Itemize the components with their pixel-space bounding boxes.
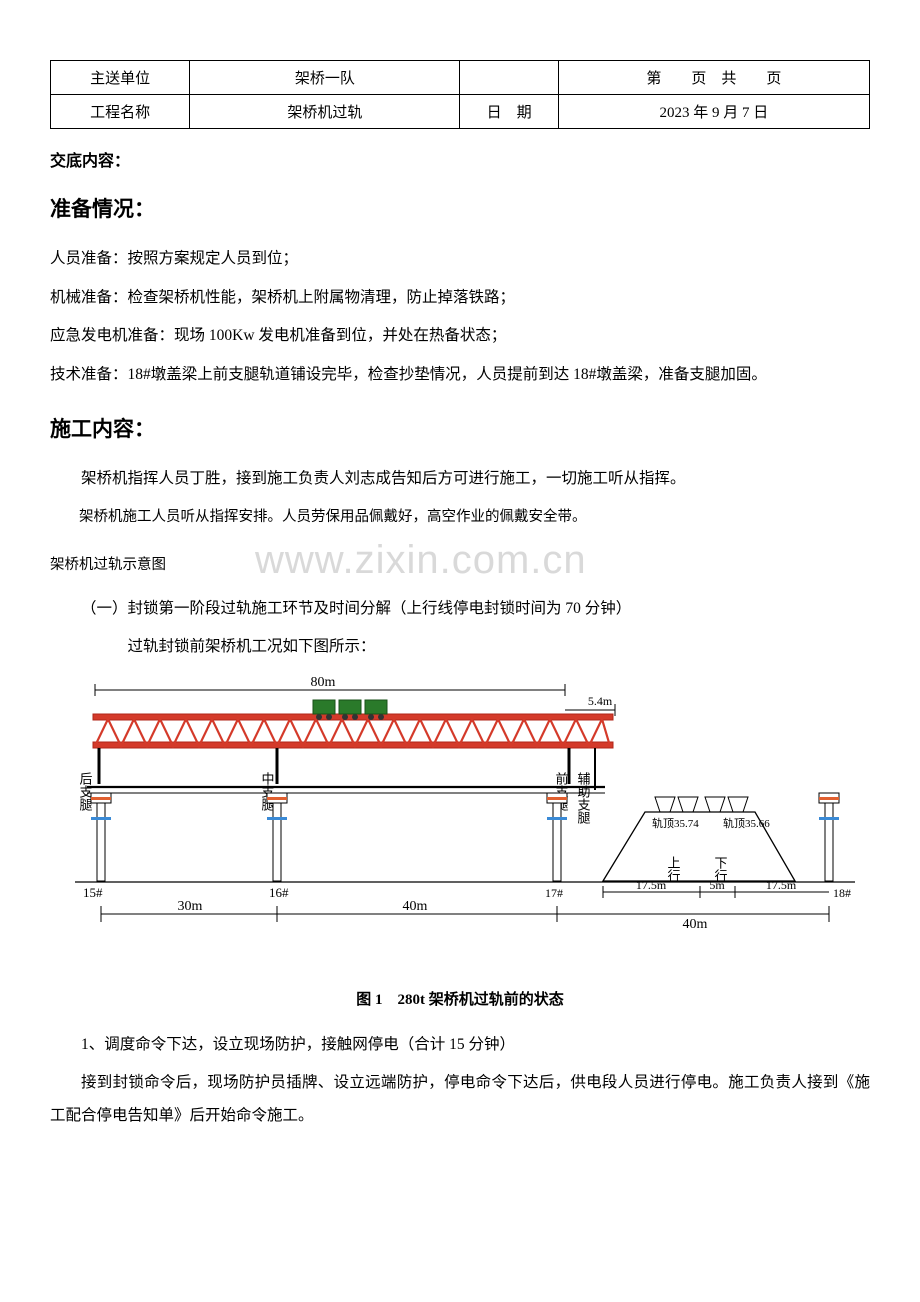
prep-line: 应急发电机准备：现场 100Kw 发电机准备到位，并处在热备状态；: [50, 320, 870, 353]
prep-line: 机械准备：检查架桥机性能，架桥机上附属物清理，防止掉落铁路；: [50, 282, 870, 315]
table-row: 主送单位 架桥一队 第 页 共 页: [51, 61, 870, 95]
cell-value: 第 页 共 页: [558, 61, 869, 95]
figure-caption: 图 1 280t 架桥机过轨前的状态: [50, 988, 870, 1009]
cell-value: 架桥一队: [190, 61, 460, 95]
cell-value: 架桥机过轨: [190, 95, 460, 129]
stage-heading: （一）封锁第一阶段过轨施工环节及时间分解（上行线停电封锁时间为 70 分钟）: [50, 593, 870, 626]
after-line: 接到封锁命令后，现场防护员插牌、设立远端防护，停电命令下达后，供电段人员进行停电…: [50, 1067, 870, 1132]
svg-text:40m: 40m: [403, 899, 428, 914]
prep-heading: 准备情况：: [50, 193, 870, 223]
diagram-label: 架桥机过轨示意图: [50, 550, 870, 580]
svg-text:18#: 18#: [833, 886, 851, 900]
svg-text:30m: 30m: [178, 899, 203, 914]
svg-text:后支腿: 后支腿: [78, 772, 93, 811]
cell-label: [460, 61, 558, 95]
svg-text:轨顶35.66: 轨顶35.66: [723, 816, 770, 830]
construction-heading: 施工内容：: [50, 413, 870, 443]
disclosure-label: 交底内容：: [50, 147, 870, 171]
svg-text:5m: 5m: [709, 878, 725, 892]
svg-text:17.5m: 17.5m: [636, 878, 667, 892]
svg-text:中支腿: 中支腿: [260, 772, 275, 811]
pier-18: [819, 793, 839, 881]
header-table: 主送单位 架桥一队 第 页 共 页 工程名称 架桥机过轨 日 期 2023 年 …: [50, 60, 870, 129]
pier-15: [91, 793, 111, 881]
svg-text:17.5m: 17.5m: [766, 878, 797, 892]
cell-label: 工程名称: [51, 95, 190, 129]
cell-label: 日 期: [460, 95, 558, 129]
svg-text:80m: 80m: [311, 675, 336, 690]
svg-text:上行: 上行: [666, 856, 681, 883]
table-row: 工程名称 架桥机过轨 日 期 2023 年 9 月 7 日: [51, 95, 870, 129]
construction-line: 架桥机指挥人员丁胜，接到施工负责人刘志成告知后方可进行施工，一切施工听从指挥。: [50, 463, 870, 496]
cell-value: 2023 年 9 月 7 日: [558, 95, 869, 129]
svg-text:40m: 40m: [683, 917, 708, 932]
svg-text:辅助支腿: 辅助支腿: [576, 772, 591, 824]
svg-text:5.4m: 5.4m: [588, 694, 613, 708]
prep-line: 技术准备：18#墩盖梁上前支腿轨道铺设完毕，检查抄垫情况，人员提前到达 18#墩…: [50, 359, 870, 392]
svg-text:17#: 17#: [545, 886, 563, 900]
cell-label: 主送单位: [51, 61, 190, 95]
construction-line: 架桥机施工人员听从指挥安排。人员劳保用品佩戴好，高空作业的佩戴安全带。: [50, 502, 870, 532]
svg-text:16#: 16#: [269, 885, 289, 900]
prep-line: 人员准备：按照方案规定人员到位；: [50, 243, 870, 276]
after-line: 1、调度命令下达，设立现场防护，接触网停电（合计 15 分钟）: [50, 1029, 870, 1062]
stage-sub: 过轨封锁前架桥机工况如下图所示：: [50, 631, 870, 664]
svg-text:15#: 15#: [83, 885, 103, 900]
bridge-diagram: 80m 5.4m 后支腿 中支腿 前支腿 辅助支腿: [55, 672, 865, 972]
svg-text:轨顶35.74: 轨顶35.74: [652, 816, 699, 830]
